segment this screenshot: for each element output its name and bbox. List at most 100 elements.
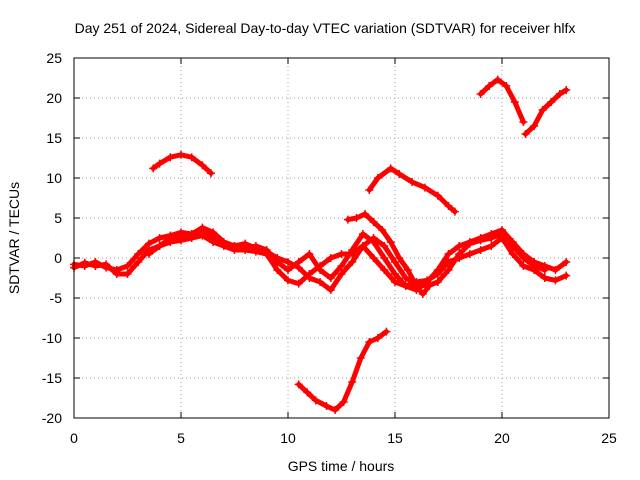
data-point <box>373 174 382 182</box>
data-point <box>450 207 459 216</box>
data-point <box>294 380 303 389</box>
y-tick-label: 25 <box>46 50 62 66</box>
data-point <box>284 258 292 266</box>
chart-title: Day 251 of 2024, Sidereal Day-to-day VTE… <box>75 20 576 36</box>
data-point <box>198 161 207 170</box>
series-track-peak-15h <box>365 164 459 216</box>
data-point <box>547 98 556 106</box>
data-point <box>356 354 365 362</box>
data-point <box>487 234 496 242</box>
data-point <box>382 327 391 336</box>
data-point <box>134 258 143 266</box>
data-point <box>562 258 571 266</box>
data-point <box>476 90 485 98</box>
data-point <box>155 159 164 168</box>
data-point <box>198 223 207 232</box>
data-point <box>521 130 530 138</box>
data-point <box>493 75 502 84</box>
data-point <box>391 258 399 266</box>
data-point <box>455 242 464 250</box>
data-point <box>420 183 429 192</box>
x-axis-tick-labels: 0 5 10 15 20 25 <box>70 430 617 446</box>
data-point <box>365 186 374 194</box>
data-point <box>391 278 399 286</box>
data-point <box>123 270 132 278</box>
series-track-peak-20h <box>476 75 528 126</box>
data-point <box>386 164 395 173</box>
data-point <box>352 214 361 222</box>
data-point <box>348 258 357 266</box>
data-point <box>380 254 389 262</box>
data-point <box>262 247 271 256</box>
data-point <box>316 278 325 286</box>
data-point <box>209 228 218 237</box>
data-point <box>166 234 175 242</box>
data-point <box>294 263 303 272</box>
data-point <box>284 266 292 274</box>
data-point <box>455 250 464 258</box>
y-tick-label: -15 <box>42 370 62 386</box>
data-point <box>284 276 292 285</box>
data-point <box>551 276 560 285</box>
data-point <box>433 270 442 278</box>
data-point <box>502 82 511 90</box>
grid-lines <box>73 57 610 419</box>
data-point <box>149 164 158 173</box>
y-axis-label: SDTVAR / TECUs <box>6 182 22 294</box>
data-point <box>519 262 528 270</box>
data-point <box>369 254 378 262</box>
x-axis-label: GPS time / hours <box>288 458 395 474</box>
data-point <box>485 82 494 90</box>
series-track-peak-5h <box>149 150 215 178</box>
data-point <box>331 406 340 414</box>
data-point <box>326 274 335 282</box>
data-point <box>361 210 370 218</box>
plot-frame <box>73 57 610 419</box>
data-point <box>365 338 374 346</box>
y-tick-label: 20 <box>46 90 62 106</box>
data-point <box>551 266 560 274</box>
data-point <box>562 86 571 94</box>
data-point <box>209 238 218 246</box>
data-point <box>241 239 250 248</box>
data-point <box>498 230 506 238</box>
x-tick-label: 10 <box>280 430 296 446</box>
data-point <box>326 254 335 262</box>
y-tick-label: -10 <box>42 330 62 346</box>
x-tick-label: 0 <box>70 430 78 446</box>
data-point <box>444 202 453 210</box>
data-point <box>251 244 260 253</box>
y-axis-tick-labels: -20 -15 -10 -5 0 5 10 15 20 25 <box>42 50 62 426</box>
data-point <box>358 230 367 238</box>
x-tick-label: 20 <box>494 430 510 446</box>
data-point <box>403 266 412 274</box>
data-point <box>369 234 378 242</box>
data-point <box>433 191 442 200</box>
x-tick-label: 15 <box>387 430 403 446</box>
data-point <box>134 250 143 258</box>
data-point <box>303 388 312 397</box>
data-point <box>465 250 474 258</box>
data-point <box>425 282 434 290</box>
data-point <box>519 118 528 126</box>
data-point <box>444 250 453 258</box>
data-point <box>508 250 517 258</box>
data-point <box>508 242 517 250</box>
data-point <box>187 230 196 238</box>
data-point <box>408 178 417 186</box>
data-point <box>378 226 387 234</box>
data-point <box>386 238 395 246</box>
series-line <box>478 77 526 125</box>
data-point <box>540 274 549 282</box>
data-point <box>294 279 303 288</box>
data-point <box>358 242 367 250</box>
data-point <box>380 266 389 274</box>
data-point <box>144 250 153 258</box>
y-tick-label: 0 <box>54 250 62 266</box>
y-tick-label: -5 <box>50 290 63 306</box>
data-point <box>401 274 410 282</box>
data-point <box>273 266 282 274</box>
data-point <box>155 242 164 250</box>
series-track-13-15 <box>343 210 434 298</box>
